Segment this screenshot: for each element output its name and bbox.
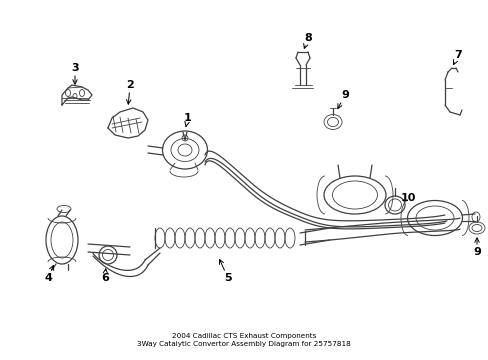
Text: 2: 2 [126,80,134,104]
Text: 5: 5 [219,260,231,283]
Text: 8: 8 [303,33,311,48]
Text: 6: 6 [101,269,109,283]
Text: 9: 9 [337,90,348,109]
Text: 9: 9 [472,238,480,257]
Text: 10: 10 [400,193,415,203]
Text: 3: 3 [71,63,79,84]
Text: 1: 1 [184,113,191,126]
Text: 2004 Cadillac CTS Exhaust Components
3Way Catalytic Convertor Assembly Diagram f: 2004 Cadillac CTS Exhaust Components 3Wa… [137,333,350,347]
Text: 4: 4 [44,266,54,283]
Text: 7: 7 [452,50,461,64]
